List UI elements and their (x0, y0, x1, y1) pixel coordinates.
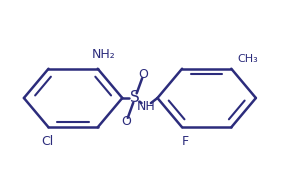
Text: NH: NH (137, 100, 156, 113)
Text: Cl: Cl (41, 135, 53, 148)
Text: CH₃: CH₃ (237, 54, 258, 64)
Text: S: S (130, 91, 140, 105)
Text: O: O (139, 68, 148, 81)
Text: NH₂: NH₂ (91, 48, 115, 61)
Text: O: O (122, 115, 131, 128)
Text: F: F (181, 135, 189, 148)
